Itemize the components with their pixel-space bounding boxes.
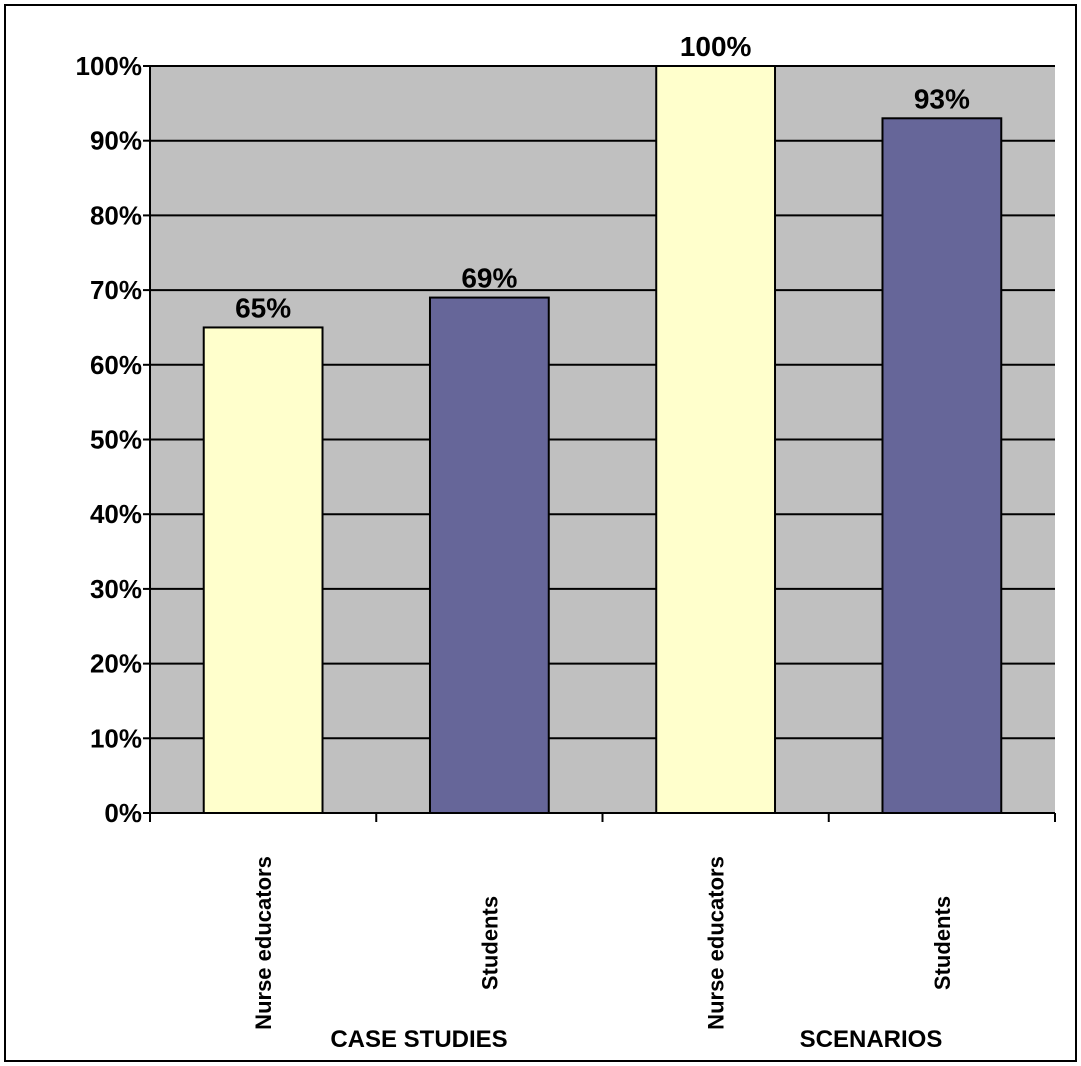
data-labels: 65% 69% 100% 93% bbox=[235, 31, 970, 323]
bars bbox=[202, 65, 1003, 815]
y-tick-label: 40% bbox=[90, 499, 142, 529]
y-tick-label: 10% bbox=[90, 723, 142, 753]
y-axis-ticks: 0% 10% 20% 30% 40% 50% 60% 70% 80% 90% 100% bbox=[76, 51, 150, 828]
x-axis-labels: Nurse educators Students Nurse educators St… bbox=[251, 856, 955, 1030]
y-tick-label: 90% bbox=[90, 126, 142, 156]
data-label: 93% bbox=[914, 83, 970, 114]
y-tick-label: 20% bbox=[90, 649, 142, 679]
y-tick-label: 70% bbox=[90, 275, 142, 305]
y-tick-label: 0% bbox=[104, 798, 142, 828]
data-label: 69% bbox=[461, 263, 517, 294]
group-labels: CASE STUDIES SCENARIOS bbox=[330, 1026, 942, 1053]
x-tick-label: Nurse educators bbox=[251, 856, 276, 1030]
group-label-scenarios: SCENARIOS bbox=[800, 1026, 943, 1053]
bar bbox=[655, 65, 777, 814]
x-tick-label: Students bbox=[477, 896, 502, 990]
x-tick-label: Nurse educators bbox=[704, 856, 729, 1030]
y-tick-label: 60% bbox=[90, 350, 142, 380]
y-tick-label: 100% bbox=[76, 51, 143, 81]
data-label: 100% bbox=[680, 31, 752, 62]
y-tick-label: 50% bbox=[90, 425, 142, 455]
chart-border bbox=[4, 4, 1077, 1062]
group-label-case-studies: CASE STUDIES bbox=[330, 1026, 507, 1053]
y-tick-label: 30% bbox=[90, 574, 142, 604]
x-axis-ticks bbox=[149, 813, 1056, 822]
bar bbox=[428, 296, 550, 814]
bar bbox=[202, 326, 324, 814]
bar bbox=[881, 117, 1003, 815]
data-label: 65% bbox=[235, 292, 291, 323]
y-tick-label: 80% bbox=[90, 200, 142, 230]
x-tick-label: Students bbox=[930, 896, 955, 990]
